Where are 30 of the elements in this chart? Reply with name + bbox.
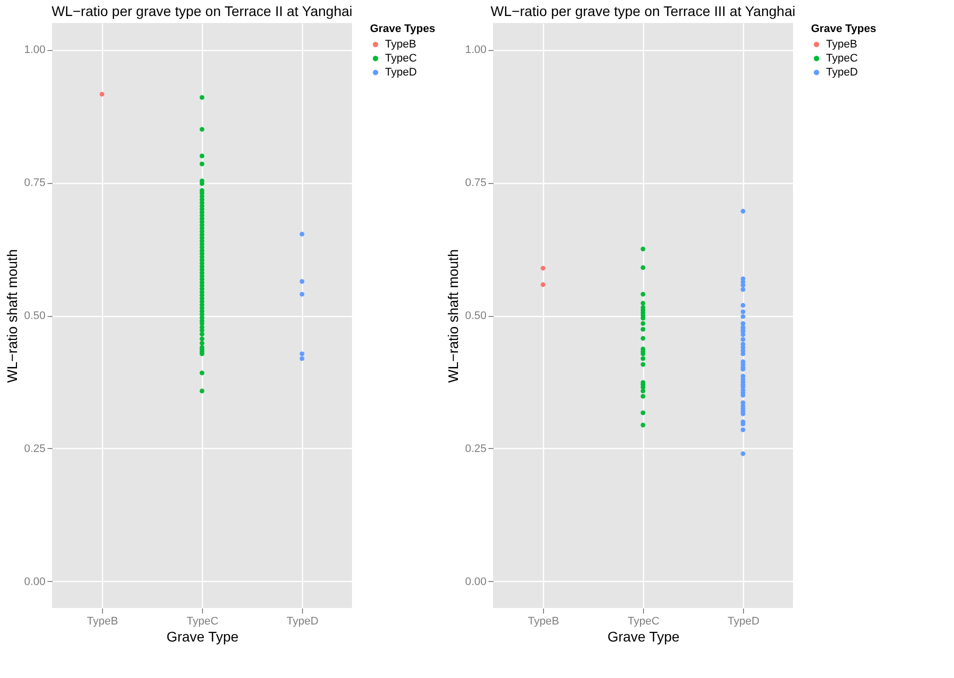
- y-axis-title: WL−ratio shaft mouth: [4, 249, 20, 383]
- x-tick-label: TypeD: [286, 616, 318, 628]
- y-tick-label: 1.00: [465, 44, 486, 56]
- x-axis-title: Grave Type: [607, 628, 680, 644]
- chart-title: WL−ratio per grave type on Terrace II at Yanghai: [52, 3, 352, 19]
- x-tick-label: TypeD: [728, 616, 760, 628]
- legend-label: TypeB: [385, 38, 416, 50]
- x-axis-title: Grave Type: [166, 628, 239, 644]
- legend-title: Grave Types: [811, 23, 876, 35]
- legend-label: TypeD: [385, 66, 417, 78]
- legend-label: TypeD: [826, 66, 858, 78]
- y-tick-label: 0.75: [465, 177, 486, 190]
- y-tick-label: 0.75: [24, 177, 46, 190]
- legend-label: TypeC: [385, 52, 417, 64]
- y-tick-label: 0.25: [465, 442, 486, 455]
- legend-label: TypeC: [826, 52, 858, 64]
- legend-title: Grave Types: [370, 23, 436, 35]
- y-tick-label: 0.50: [465, 310, 486, 322]
- legend-label: TypeB: [826, 38, 858, 50]
- x-tick-label: TypeB: [86, 616, 118, 628]
- x-tick-label: TypeB: [528, 616, 560, 628]
- x-tick-label: TypeC: [186, 616, 218, 628]
- y-tick-label: 0.50: [24, 310, 46, 322]
- y-tick-label: 0.00: [465, 576, 486, 588]
- y-tick-label: 1.00: [24, 44, 46, 56]
- x-tick-label: TypeC: [628, 616, 660, 628]
- chart-title: WL−ratio per grave type on Terrace III at Yanghai: [490, 3, 796, 19]
- y-axis-title: WL−ratio shaft mouth: [445, 249, 462, 383]
- y-tick-label: 0.00: [24, 576, 46, 588]
- y-tick-label: 0.25: [24, 442, 46, 455]
